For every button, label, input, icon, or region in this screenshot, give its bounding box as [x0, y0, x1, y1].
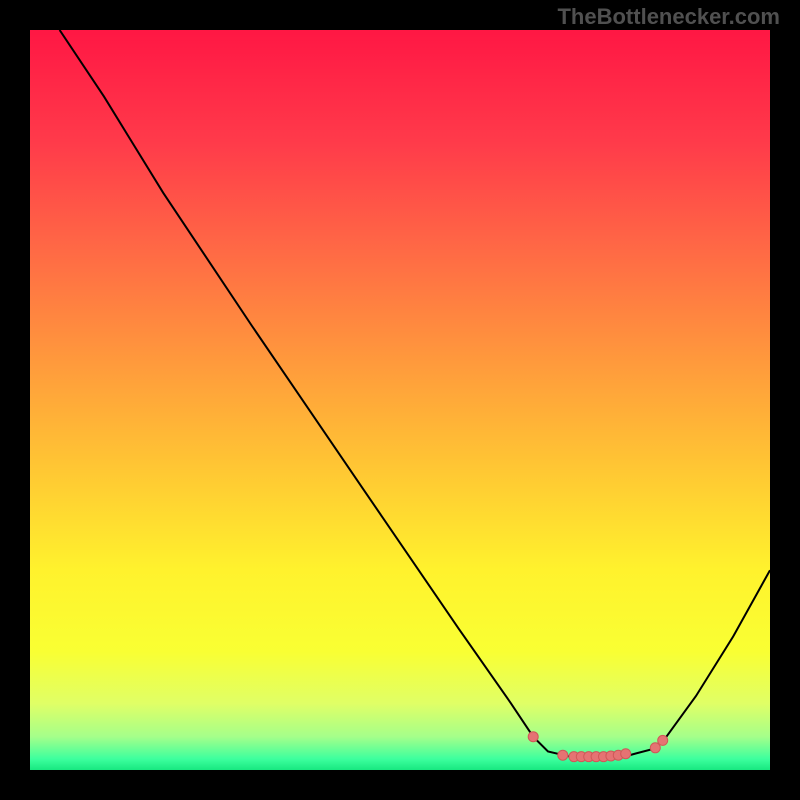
curve-markers — [528, 732, 668, 762]
bottleneck-curve — [60, 30, 770, 757]
marker-point — [528, 732, 538, 742]
marker-point — [621, 749, 631, 759]
watermark-text: TheBottlenecker.com — [557, 4, 780, 30]
chart-plot-area — [30, 30, 770, 770]
chart-curve-layer — [30, 30, 770, 770]
marker-point — [650, 743, 660, 753]
marker-point — [558, 750, 568, 760]
marker-point — [658, 735, 668, 745]
